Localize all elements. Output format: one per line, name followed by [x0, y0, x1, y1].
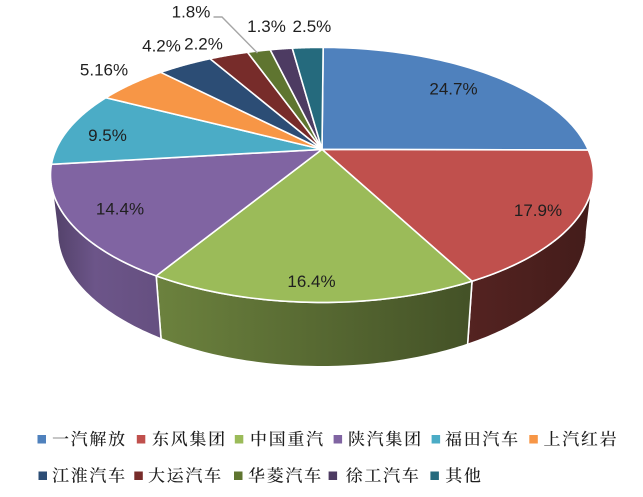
svg-text:2.5%: 2.5% — [293, 17, 332, 36]
svg-text:5.16%: 5.16% — [80, 61, 128, 80]
svg-text:9.5%: 9.5% — [88, 126, 127, 145]
svg-text:1.3%: 1.3% — [247, 17, 286, 36]
svg-text:24.7%: 24.7% — [429, 80, 477, 99]
svg-text:16.4%: 16.4% — [287, 272, 335, 291]
svg-text:14.4%: 14.4% — [96, 200, 144, 219]
svg-text:1.8%: 1.8% — [172, 2, 211, 21]
svg-text:4.2%: 4.2% — [142, 37, 181, 56]
svg-text:2.2%: 2.2% — [184, 35, 223, 54]
svg-text:17.9%: 17.9% — [514, 201, 562, 220]
